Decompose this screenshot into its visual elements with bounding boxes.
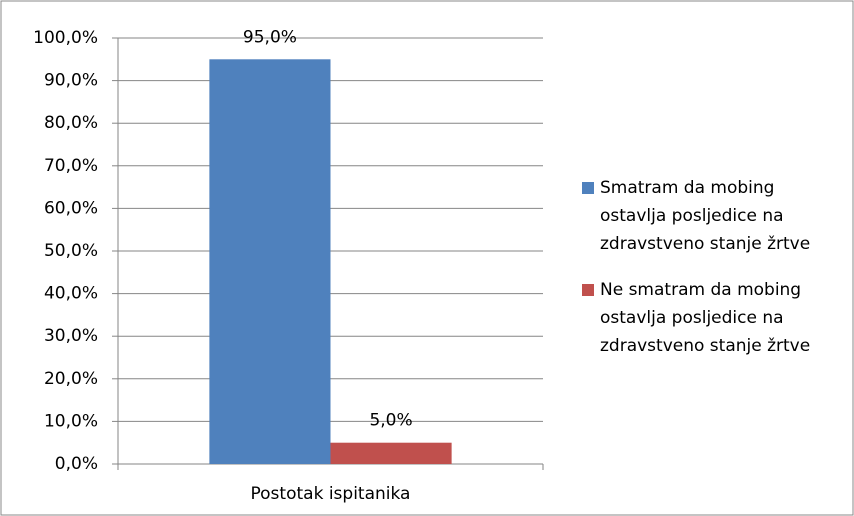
legend-swatch: [582, 284, 594, 296]
y-tick-label: 20,0%: [44, 369, 98, 389]
data-label: 95,0%: [243, 27, 297, 47]
bar: [209, 59, 331, 465]
y-tick-label: 40,0%: [44, 284, 98, 304]
legend-label: Ne smatram da mobing ostavlja posljedice…: [600, 280, 811, 356]
legend-swatch: [582, 182, 594, 194]
data-label: 5,0%: [369, 411, 412, 431]
y-tick-label: 100,0%: [33, 28, 98, 48]
y-tick-label: 70,0%: [44, 156, 98, 176]
legend-label: Smatram da mobing ostavlja posljedice na…: [600, 178, 811, 254]
y-tick-label: 10,0%: [44, 411, 98, 431]
x-tick-label: Postotak ispitanika: [251, 484, 411, 504]
y-tick-label: 30,0%: [44, 326, 98, 346]
legend-item: Smatram da mobing ostavlja posljedice na…: [582, 174, 844, 258]
bar: [330, 442, 452, 464]
y-tick-label: 50,0%: [44, 241, 98, 261]
y-tick-label: 60,0%: [44, 198, 98, 218]
legend-item: Ne smatram da mobing ostavlja posljedice…: [582, 276, 844, 360]
y-tick-label: 0,0%: [55, 454, 98, 474]
y-tick-label: 90,0%: [44, 71, 98, 91]
y-tick-label: 80,0%: [44, 113, 98, 133]
